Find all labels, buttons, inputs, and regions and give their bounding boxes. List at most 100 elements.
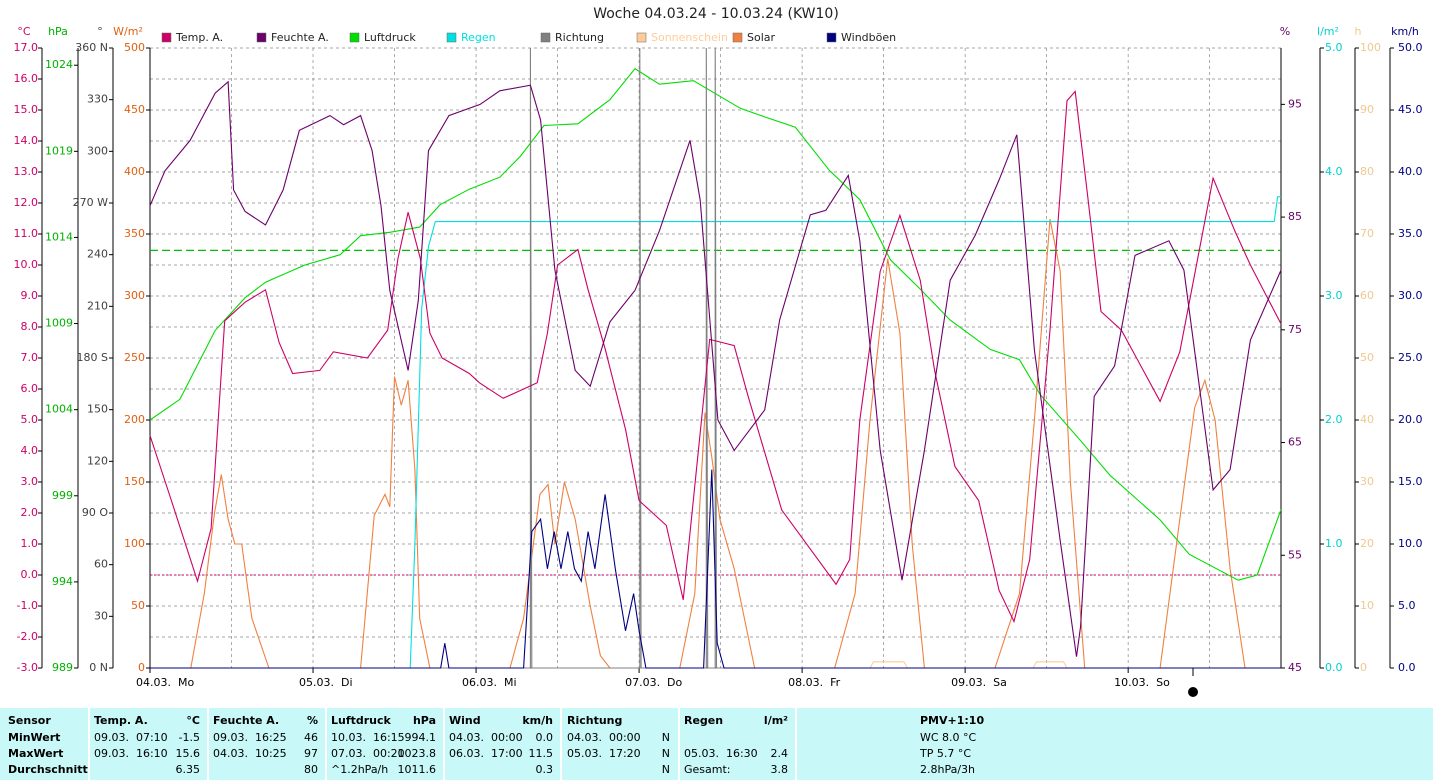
table-separator	[560, 708, 562, 780]
table-cell: Regen	[684, 714, 724, 727]
legend-label: Temp. A.	[175, 31, 223, 44]
y-tick-label: 1009	[45, 317, 73, 330]
table-cell: 11.5	[528, 747, 554, 760]
y-tick-label: 55	[1288, 548, 1302, 561]
table-separator	[88, 708, 90, 780]
legend-label: Luftdruck	[364, 31, 416, 44]
chart: Woche 04.03.24 - 10.03.24 (KW10) 04.03. …	[14, 6, 1423, 697]
table-cell: 97	[304, 747, 318, 760]
y-tick-label: 16.0	[14, 72, 39, 85]
table-cell: Richtung	[567, 714, 623, 727]
y-tick-label: 6.0	[21, 382, 39, 395]
y-tick-label: 50	[1360, 351, 1374, 364]
y-tick-label: 17.0	[14, 41, 39, 54]
chart-title: Woche 04.03.24 - 10.03.24 (KW10)	[593, 6, 839, 22]
table-cell: 09.03. 16:25	[213, 731, 287, 744]
y-tick-label: 95	[1288, 97, 1302, 110]
y-tick-label: 13.0	[14, 165, 39, 178]
y-tick-label: 14.0	[14, 134, 39, 147]
table-cell: TP 5.7 °C	[920, 747, 972, 760]
legend-swatch	[540, 32, 551, 43]
table-cell: 04.03. 00:00	[449, 731, 523, 744]
y-tick-label: 400	[124, 165, 145, 178]
series-line	[150, 196, 1281, 669]
legend-swatch	[446, 32, 457, 43]
y-tick-label: 3.0	[1325, 289, 1343, 302]
table-cell: -1.5	[178, 731, 200, 744]
table-cell: ^1.2hPa/h	[331, 763, 389, 776]
y-tick-label: -1.0	[17, 599, 38, 612]
legend-swatch	[161, 32, 172, 43]
y-tick-label: 1.0	[1325, 537, 1343, 550]
axis-unit: W/m²	[113, 25, 143, 38]
table-cell: l/m²	[763, 714, 788, 727]
y-tick-label: 12.0	[14, 196, 39, 209]
legend-swatch	[349, 32, 360, 43]
x-tick-label: 06.03. Mi	[462, 676, 517, 689]
y-tick-label: 180 S	[77, 351, 108, 364]
table-cell: 07.03. 00:20	[331, 747, 405, 760]
legend-swatch	[256, 32, 267, 43]
y-tick-label: 10	[1360, 599, 1374, 612]
table-cell: 46	[304, 731, 318, 744]
y-tick-label: 75	[1288, 323, 1302, 336]
y-tick-label: 90	[1360, 103, 1374, 116]
legend-swatch	[826, 32, 837, 43]
table-cell: Feuchte A.	[213, 714, 280, 727]
axis-unit: °C	[17, 25, 31, 38]
legend-label: Solar	[747, 31, 776, 44]
y-tick-label: 1.0	[21, 537, 39, 550]
table-cell: 2.8hPa/3h	[920, 763, 976, 776]
legend-label: Regen	[461, 31, 496, 44]
y-tick-label: 450	[124, 103, 145, 116]
table-cell: 06.03. 17:00	[449, 747, 523, 760]
y-tick-label: 8.0	[21, 320, 39, 333]
y-tick-label: 40.0	[1398, 165, 1423, 178]
legend-label: Feuchte A.	[271, 31, 329, 44]
y-tick-label: 90 O	[82, 506, 108, 519]
axis-unit: h	[1355, 25, 1362, 38]
legend-swatch	[732, 32, 743, 43]
table-cell: 04.03. 00:00	[567, 731, 641, 744]
y-tick-label: -2.0	[17, 630, 38, 643]
y-tick-label: 1019	[45, 144, 73, 157]
y-tick-label: 989	[52, 661, 73, 674]
y-tick-label: 20	[1360, 537, 1374, 550]
y-tick-label: 4.0	[1325, 165, 1343, 178]
y-tick-label: 270 W	[73, 196, 108, 209]
y-tick-label: 5.0	[21, 413, 39, 426]
y-tick-label: 40	[1360, 413, 1374, 426]
y-tick-label: 30	[94, 609, 108, 622]
table-cell: Durchschnitt	[8, 763, 88, 776]
y-tick-label: 2.0	[21, 506, 39, 519]
y-tick-label: 80	[1360, 165, 1374, 178]
table-cell: 05.03. 17:20	[567, 747, 641, 760]
table-cell: %	[306, 714, 318, 727]
y-tick-label: 1004	[45, 403, 73, 416]
y-tick-label: 999	[52, 489, 73, 502]
table-cell: 6.35	[175, 763, 201, 776]
table-cell: N	[661, 731, 670, 744]
y-tick-label: 250	[124, 351, 145, 364]
y-tick-label: 150	[87, 403, 108, 416]
table-cell: Wind	[449, 714, 481, 727]
table-cell: Luftdruck	[331, 714, 391, 727]
legend-label: Richtung	[555, 31, 604, 44]
y-tick-label: -3.0	[17, 661, 38, 674]
y-tick-label: 45	[1288, 661, 1302, 674]
legend-label: Windböen	[841, 31, 896, 44]
y-tick-label: 15.0	[1398, 475, 1423, 488]
table-cell: 1023.8	[397, 747, 437, 760]
table-cell: 80	[304, 763, 318, 776]
y-tick-label: 2.0	[1325, 413, 1343, 426]
y-tick-label: 150	[124, 475, 145, 488]
y-tick-label: 0	[1360, 661, 1367, 674]
y-tick-label: 25.0	[1398, 351, 1423, 364]
axis-unit: %	[1280, 25, 1290, 38]
y-tick-label: 11.0	[14, 227, 39, 240]
y-tick-label: 4.0	[21, 444, 39, 457]
table-cell: Sensor	[8, 714, 51, 727]
y-tick-label: 30.0	[1398, 289, 1423, 302]
series-line	[149, 67, 1282, 581]
